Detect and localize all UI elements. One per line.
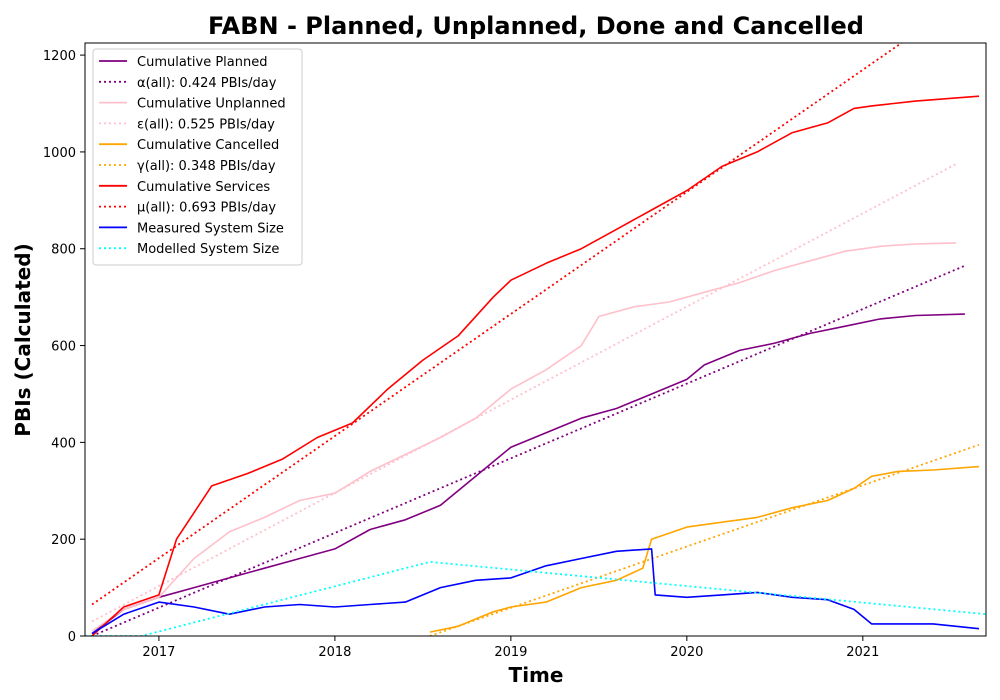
legend-label: α(all): 0.424 PBIs/day (137, 76, 277, 91)
x-tick-label: 2021 (846, 645, 879, 660)
series-all-0-348-pbis-day-line (429, 443, 980, 636)
series-cumulative-planned-line (91, 313, 965, 635)
y-tick-label: 400 (51, 436, 76, 451)
y-ticks: 0 200 400 600 800 1000 1200 (43, 49, 85, 645)
legend-label: ε(all): 0.525 PBIs/day (137, 117, 275, 132)
y-tick-label: 800 (51, 243, 76, 258)
series-layer (85, 43, 986, 636)
x-tick-label: 2019 (494, 645, 527, 660)
legend-label: Cumulative Planned (137, 55, 267, 70)
legend-label: Cumulative Unplanned (137, 97, 286, 112)
y-tick-label: 1200 (43, 49, 76, 64)
legend-label: γ(all): 0.348 PBIs/day (137, 159, 276, 174)
x-ticks: 2017 2018 2019 2020 2021 (142, 636, 879, 660)
series-all-0-424-pbis-day-line (91, 264, 966, 636)
legend-label: μ(all): 0.693 PBIs/day (137, 201, 276, 216)
series-all-0-693-pbis-day-line (91, 43, 903, 606)
x-tick-label: 2018 (318, 645, 351, 660)
series-measured-system-size-line (91, 548, 980, 635)
x-tick-label: 2020 (670, 645, 703, 660)
y-tick-label: 600 (51, 340, 76, 355)
x-axis-label: Time (509, 663, 564, 687)
legend-label: Measured System Size (137, 221, 284, 236)
x-tick-label: 2017 (142, 645, 175, 660)
legend: Cumulative Planned α(all): 0.424 PBIs/day… (92, 48, 303, 266)
y-tick-label: 0 (68, 630, 76, 645)
plot-frame (84, 42, 987, 637)
legend-label: Modelled System Size (137, 242, 279, 257)
chart-title: FABN - Planned, Unplanned, Done and Canc… (208, 12, 864, 40)
legend-label: Cumulative Services (137, 180, 270, 195)
legend-label: Cumulative Cancelled (137, 138, 279, 153)
series-cumulative-unplanned-line (91, 242, 957, 632)
series-cumulative-services-line (91, 95, 980, 636)
series-modelled-system-size-line (85, 561, 986, 636)
legend-box (92, 48, 303, 266)
y-tick-label: 1000 (43, 146, 76, 161)
y-tick-label: 200 (51, 533, 76, 548)
y-axis-label: PBIs (Calculated) (11, 243, 35, 436)
